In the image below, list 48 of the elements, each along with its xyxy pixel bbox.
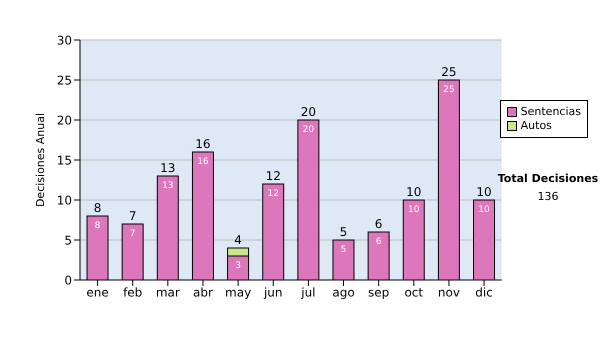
text: 136 [536,190,560,203]
data-label: 25 [443,85,455,95]
x-tick-label: dic [475,286,493,300]
data-label: 6 [376,237,382,247]
total-label: 16 [195,137,211,151]
x-tick-label: may [225,286,252,300]
x-tick-label: oct [404,286,424,300]
y-tick-label: 20 [56,113,72,128]
x-tick-label: mar [156,286,180,300]
legend-label: Sentencias [520,105,581,119]
total-label: 7 [128,209,136,223]
data-label: 12 [267,189,279,199]
total-label: 25 [441,65,457,79]
x-tick-label: ene [86,286,109,300]
y-tick-label: 25 [56,73,72,88]
x-tick-label: abr [193,286,213,300]
y-tick-label: 15 [56,153,72,168]
total-label: 5 [340,225,348,239]
data-label: 8 [94,221,101,231]
x-tick-label: ago [332,286,355,300]
total-label: 13 [160,161,176,175]
x-tick-label: nov [438,286,460,300]
y-tick-label: 5 [64,233,72,248]
y-tick-label: 30 [56,33,72,48]
y-tick-label: 0 [64,273,72,288]
total-label: 4 [234,233,242,247]
total-label: 6 [374,217,382,231]
total-label: 8 [94,201,102,215]
x-tick-label: sep [368,286,390,300]
data-label: 20 [302,125,314,135]
annotation: Total Decisiones [496,172,600,185]
y-tick-label: 10 [56,193,72,208]
data-label: 7 [130,229,136,239]
data-label: 13 [162,181,174,191]
data-label: 10 [408,205,420,215]
total-label: 10 [406,185,422,199]
x-tick-label: jun [262,286,283,300]
data-label: 10 [478,205,490,215]
data-label: 16 [197,157,209,167]
total-label: 12 [266,169,281,183]
total-label: 20 [300,105,316,119]
x-tick-label: feb [123,286,142,300]
data-label: 3 [235,261,241,271]
x-tick-label: jul [300,286,316,300]
legend-label: Autos [520,119,552,133]
total-label: 10 [476,185,492,199]
y-axis-title: Decisiones Anual [34,112,47,208]
data-label: 5 [340,245,346,255]
